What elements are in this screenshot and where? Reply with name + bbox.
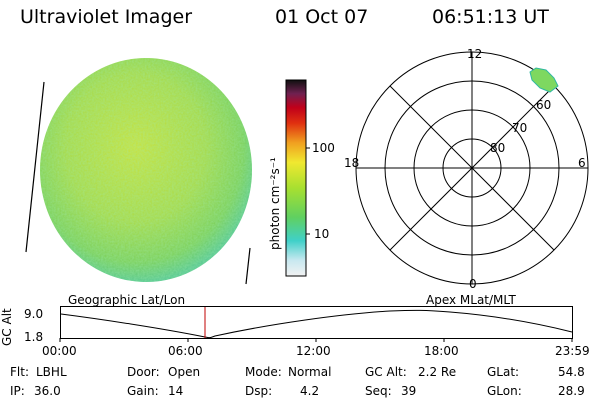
glat-label: GLat: [487, 365, 520, 379]
uv-disk-image [25, 58, 252, 285]
polar-diagonal-2 [389, 85, 555, 251]
dsp-value: 4.2 [300, 384, 320, 398]
disk-texture [40, 58, 252, 282]
timeline-xtick-0000: 00:00 [42, 344, 77, 358]
lat-label-80: 80 [490, 141, 505, 155]
colorbar-label-10: 10 [314, 227, 330, 241]
limb-line-right [245, 247, 251, 285]
flt-value: LBHL [36, 365, 67, 379]
gcalt-value: 2.2 Re [418, 365, 457, 379]
timeline-axis-label: GC Alt [0, 308, 14, 346]
mlt-label-6: 6 [578, 156, 586, 170]
limb-line-left [25, 81, 45, 253]
timeline-ytick-top: 9.0 [24, 307, 44, 321]
door-label: Door: [127, 365, 160, 379]
ip-label: IP: [10, 384, 25, 398]
mlt-label-12: 12 [467, 47, 482, 61]
timeline-xtick-2359: 23:59 [555, 344, 590, 358]
timeline-right-label: Apex MLat/MLT [426, 293, 516, 307]
flt-label: Flt: [10, 365, 29, 379]
colorbar-unit-label: photon cm⁻²s⁻¹ [268, 157, 282, 250]
timeline-left-label: Geographic Lat/Lon [68, 293, 186, 307]
orbit-timeline-plot [59, 306, 573, 342]
observation-date: 01 Oct 07 [275, 6, 369, 28]
ip-value: 36.0 [34, 384, 61, 398]
aurora-patch [529, 67, 559, 93]
gain-label: Gain: [127, 384, 159, 398]
colorbar [285, 79, 310, 277]
mlt-label-18: 18 [344, 156, 359, 170]
colorbar-fill [285, 79, 307, 277]
lat-label-60: 60 [536, 98, 551, 112]
timeline-xtick-1800: 18:00 [424, 344, 459, 358]
observation-time: 06:51:13 UT [432, 6, 549, 28]
timeline-xtick-0600: 06:00 [168, 344, 203, 358]
timeline-xtick-1200: 12:00 [296, 344, 331, 358]
glon-label: GLon: [487, 384, 522, 398]
door-value: Open [168, 365, 201, 379]
seq-label: Seq: [365, 384, 392, 398]
altitude-curve [60, 309, 573, 339]
timeline-ytick-bottom: 1.8 [24, 330, 44, 344]
gain-value: 14 [168, 384, 184, 398]
glon-value: 28.9 [558, 384, 585, 398]
dsp-label: Dsp: [245, 384, 273, 398]
instrument-title: Ultraviolet Imager [20, 6, 193, 28]
mode-value: Normal [288, 365, 332, 379]
polar-plot: 12 18 6 0 60 70 80 [344, 47, 589, 291]
colorbar-label-100: 100 [312, 141, 335, 155]
mode-label: Mode: [245, 365, 282, 379]
timeline-frame [60, 306, 573, 339]
glat-value: 54.8 [558, 365, 585, 379]
gcalt-label: GC Alt: [365, 365, 407, 379]
seq-value: 39 [401, 384, 417, 398]
lat-label-70: 70 [512, 121, 527, 135]
mlt-label-0: 0 [469, 277, 477, 291]
